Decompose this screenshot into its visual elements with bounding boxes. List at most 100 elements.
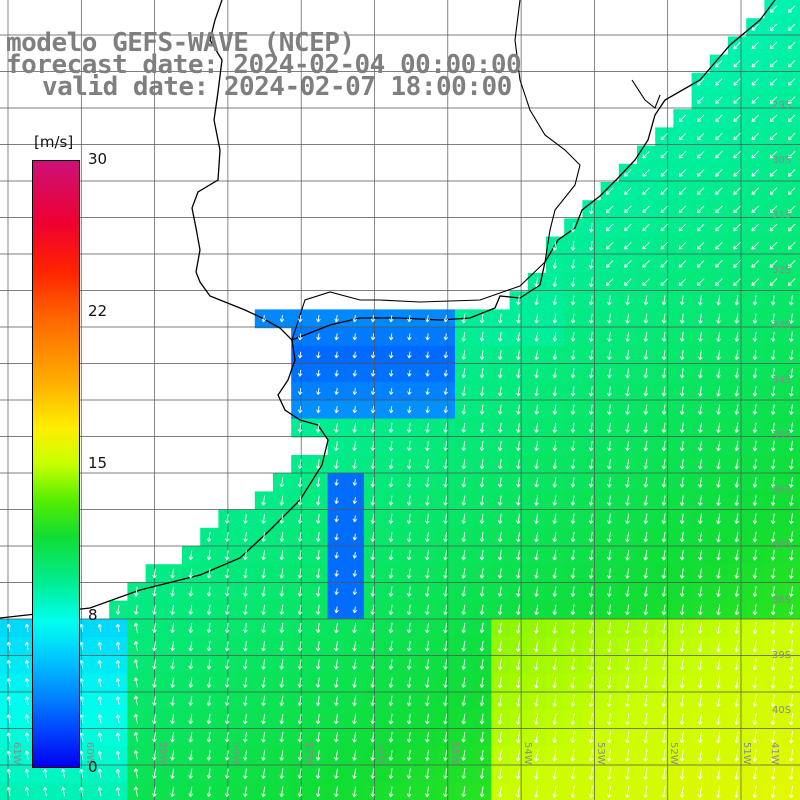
wind-arrow bbox=[297, 477, 303, 488]
wind-arrow bbox=[733, 150, 741, 159]
wind-arrow bbox=[206, 713, 212, 725]
wind-arrow bbox=[352, 551, 358, 559]
wind-arrow bbox=[534, 495, 539, 506]
wind-arrow bbox=[352, 713, 357, 725]
wind-arrow bbox=[479, 750, 485, 761]
wind-arrow bbox=[714, 278, 723, 287]
wind-arrow bbox=[787, 132, 796, 141]
wind-arrow bbox=[224, 695, 230, 706]
wind-arrow bbox=[24, 714, 30, 724]
wind-arrow bbox=[352, 315, 358, 323]
wind-arrow bbox=[715, 150, 723, 159]
wind-arrow bbox=[716, 459, 721, 470]
wind-arrow bbox=[661, 640, 667, 653]
wind-arrow bbox=[79, 623, 84, 632]
wind-arrow bbox=[788, 712, 794, 726]
wind-arrow bbox=[534, 749, 539, 762]
wind-arrow bbox=[643, 459, 648, 470]
wind-arrow bbox=[97, 641, 103, 651]
wind-arrow bbox=[787, 205, 796, 214]
wind-arrow bbox=[261, 713, 266, 725]
wind-arrow bbox=[570, 749, 576, 762]
wind-arrow bbox=[606, 767, 612, 780]
colorbar-tick-0: 0 bbox=[88, 758, 98, 776]
wind-arrow bbox=[552, 259, 558, 269]
wind-arrow bbox=[625, 477, 630, 488]
wind-arrow bbox=[552, 568, 557, 579]
wind-arrow bbox=[607, 513, 612, 524]
wind-arrow bbox=[133, 640, 139, 651]
wind-arrow bbox=[79, 659, 84, 669]
wind-arrow bbox=[788, 731, 794, 744]
wind-arrow bbox=[388, 441, 394, 451]
wind-arrow bbox=[678, 169, 687, 177]
wind-arrow bbox=[679, 604, 685, 616]
wind-arrow bbox=[770, 694, 776, 707]
wind-arrow bbox=[497, 785, 503, 798]
wind-arrow bbox=[261, 677, 266, 688]
wind-arrow bbox=[388, 387, 394, 395]
wind-arrow bbox=[443, 513, 448, 524]
wind-arrow bbox=[642, 260, 650, 268]
wind-arrow bbox=[752, 749, 758, 762]
wind-arrow bbox=[552, 495, 557, 506]
wind-arrow bbox=[516, 495, 521, 506]
wind-arrow bbox=[352, 768, 357, 779]
wind-arrow bbox=[516, 513, 521, 524]
wind-arrow bbox=[152, 786, 157, 797]
wind-arrow bbox=[461, 750, 466, 761]
wind-arrow bbox=[661, 459, 667, 470]
wind-arrow bbox=[698, 422, 703, 433]
wind-arrow bbox=[479, 495, 485, 506]
wind-arrow bbox=[479, 386, 485, 397]
wind-arrow bbox=[661, 767, 667, 780]
wind-arrow bbox=[261, 586, 266, 597]
wind-arrow bbox=[461, 459, 467, 470]
wind-arrow bbox=[388, 786, 394, 798]
wind-arrow bbox=[715, 223, 723, 232]
wind-arrow bbox=[170, 604, 175, 615]
wind-arrow bbox=[534, 422, 539, 433]
wind-arrow bbox=[388, 531, 394, 543]
wind-arrow bbox=[133, 677, 139, 688]
wind-arrow bbox=[443, 786, 448, 798]
wind-arrow bbox=[461, 513, 467, 524]
wind-arrow bbox=[734, 658, 739, 671]
wind-arrow bbox=[770, 440, 776, 452]
wind-arrow bbox=[734, 477, 739, 488]
wind-arrow bbox=[534, 404, 539, 415]
wind-arrow bbox=[660, 169, 668, 177]
wind-arrow bbox=[679, 477, 685, 488]
wind-arrow bbox=[206, 768, 212, 779]
wind-arrow bbox=[334, 422, 339, 433]
wind-arrow bbox=[425, 568, 430, 579]
wind-arrow bbox=[133, 659, 139, 670]
wind-arrow bbox=[461, 368, 467, 379]
wind-arrow bbox=[224, 786, 230, 798]
wind-arrow bbox=[716, 694, 721, 707]
wind-arrow bbox=[334, 515, 339, 523]
wind-arrow bbox=[716, 568, 721, 579]
wind-arrow bbox=[679, 586, 685, 597]
wind-arrow bbox=[497, 622, 503, 634]
wind-arrow bbox=[588, 513, 594, 524]
wind-arrow bbox=[315, 750, 321, 761]
wind-arrow bbox=[152, 623, 157, 633]
wind-arrow bbox=[515, 785, 521, 798]
wind-arrow bbox=[534, 440, 539, 452]
wind-arrow bbox=[607, 331, 612, 342]
wind-arrow bbox=[497, 513, 503, 524]
wind-arrow bbox=[734, 749, 739, 762]
wind-arrow bbox=[661, 513, 667, 525]
wind-arrow bbox=[751, 169, 760, 177]
wind-arrow bbox=[607, 568, 612, 579]
wind-arrow bbox=[697, 658, 703, 671]
wind-arrow bbox=[607, 386, 612, 397]
wind-arrow bbox=[315, 568, 321, 579]
wind-arrow bbox=[261, 659, 266, 670]
wind-arrow bbox=[370, 786, 375, 798]
wind-arrow bbox=[279, 713, 284, 725]
wind-arrow bbox=[751, 150, 760, 159]
wind-arrow bbox=[770, 658, 776, 671]
wind-arrow bbox=[534, 386, 539, 397]
